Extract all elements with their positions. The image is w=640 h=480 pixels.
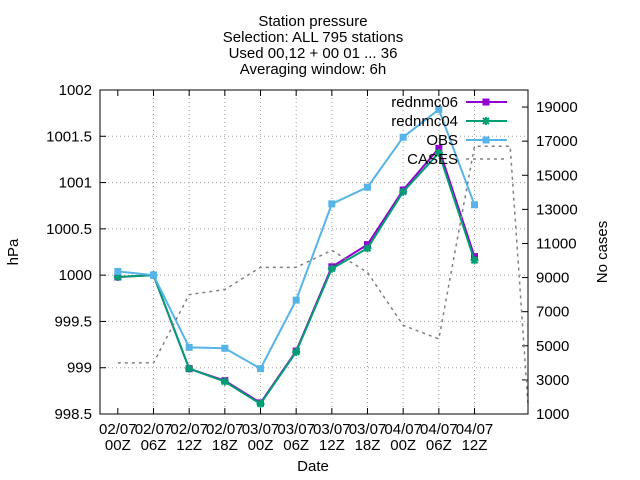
star-stroke	[435, 149, 443, 157]
y-tick-label: 1000.5	[46, 221, 92, 238]
star-stroke	[114, 273, 122, 281]
data-point-rednmc04	[256, 399, 265, 408]
grid	[100, 89, 528, 415]
x-tick-label-hour: 18Z	[355, 437, 381, 454]
series-group	[113, 105, 529, 408]
star-stroke	[256, 400, 265, 408]
y-tick-label: 999	[67, 360, 92, 377]
x-tick-label-date: 03/07	[313, 421, 351, 438]
tick-labels: 998.5 999 999.5 1000 1000.5 1001 1001.5 1002 100…	[46, 82, 578, 454]
y-tick-label: 1002	[59, 82, 92, 99]
y2-tick-label: 15000	[536, 167, 578, 184]
title-line-4: Averaging window: 6h	[240, 61, 386, 78]
legend-marker-rednmc06	[482, 98, 490, 106]
x-tick-label-date: 04/07	[456, 421, 494, 438]
data-point-obs	[364, 183, 371, 191]
y2-tick-label: 9000	[536, 270, 569, 287]
data-point-rednmc04	[185, 364, 194, 373]
star-stroke	[363, 244, 372, 253]
y-tick-label: 1001	[59, 175, 92, 192]
x-tick-label-hour: 06Z	[141, 437, 167, 454]
data-point-obs	[257, 365, 264, 373]
data-point-obs	[221, 344, 229, 352]
data-point-obs	[292, 296, 300, 304]
x-tick-label-hour: 12Z	[319, 437, 345, 454]
series-line-obs	[117, 108, 476, 370]
star-stroke	[482, 117, 490, 125]
data-point-rednmc04	[434, 148, 443, 157]
legend-label-rednmc04: rednmc04	[391, 113, 458, 130]
y2-tick-label: 13000	[536, 201, 578, 218]
data-point-rednmc04	[292, 347, 301, 356]
title-line-3: Used 00,12 + 00 01 ... 36	[229, 45, 398, 62]
y2-tick-label: 11000	[536, 235, 577, 252]
y2-tick-label: 17000	[536, 133, 578, 150]
y-tick-label: 999.5	[54, 313, 92, 330]
star-stroke	[328, 264, 336, 273]
y-axis-label: hPa	[5, 238, 22, 265]
data-point-obs	[114, 267, 122, 275]
x-tick-label-hour: 00Z	[390, 437, 416, 454]
y2-tick-label: 19000	[536, 99, 578, 116]
legend-marker-rednmc04	[482, 117, 490, 125]
series-line-cases	[117, 145, 529, 404]
legend-label-cases: CASES	[407, 151, 458, 168]
data-point-rednmc04	[327, 264, 336, 273]
data-point-rednmc04	[363, 244, 372, 253]
star-stroke	[221, 377, 229, 386]
title-line-1: Station pressure	[258, 13, 367, 30]
data-point-rednmc04	[113, 272, 122, 281]
y2-tick-label: 7000	[536, 304, 569, 321]
legend-label-rednmc06: rednmc06	[391, 94, 458, 111]
x-tick-label-date: 02/07	[206, 421, 244, 438]
data-point-obs	[185, 343, 193, 351]
x-tick-label-date: 03/07	[349, 421, 387, 438]
x-tick-label-date: 04/07	[384, 421, 422, 438]
y2-tick-label: 1000	[536, 406, 569, 423]
star-stroke	[185, 364, 193, 373]
data-point-obs	[328, 200, 336, 208]
x-tick-label-hour: 12Z	[462, 437, 488, 454]
x-axis-label: Date	[297, 458, 329, 475]
data-point-obs	[150, 271, 157, 279]
y-tick-label: 1001.5	[46, 128, 92, 145]
y-tick-label: 1000	[59, 267, 92, 284]
x-tick-label-date: 02/07	[135, 421, 173, 438]
plot-frame	[99, 89, 529, 415]
x-tick-label-hour: 00Z	[105, 437, 131, 454]
x-tick-label-hour: 12Z	[176, 437, 202, 454]
data-point-rednmc04	[220, 377, 229, 386]
y2-axis-label: No cases	[594, 221, 611, 284]
plot-border	[99, 89, 529, 415]
data-point-obs	[435, 105, 443, 113]
y-tick-label: 998.5	[54, 406, 92, 423]
title-line-2: Selection: ALL 795 stations	[223, 29, 403, 46]
data-point-obs	[399, 133, 407, 141]
axis-labels: Date hPa No cases	[5, 221, 611, 475]
legend-marker-obs	[482, 136, 490, 144]
x-tick-label-date: 03/07	[242, 421, 280, 438]
x-tick-label-hour: 06Z	[426, 437, 452, 454]
star-stroke	[399, 188, 407, 196]
legend-label-obs: OBS	[426, 132, 458, 149]
star-stroke	[292, 348, 300, 356]
star-stroke	[470, 256, 479, 265]
x-tick-label-date: 04/07	[420, 421, 458, 438]
x-tick-label-hour: 18Z	[212, 437, 238, 454]
x-tick-label-date: 02/07	[170, 421, 208, 438]
x-tick-label-hour: 06Z	[283, 437, 309, 454]
x-tick-label-hour: 00Z	[248, 437, 274, 454]
data-point-rednmc04	[399, 187, 408, 196]
data-point-rednmc04	[470, 256, 479, 265]
data-point-obs	[471, 201, 478, 209]
x-tick-label-date: 03/07	[277, 421, 315, 438]
y2-tick-label: 5000	[536, 338, 569, 355]
y2-tick-label: 3000	[536, 372, 569, 389]
x-tick-label-date: 02/07	[99, 421, 137, 438]
legend: rednmc06 rednmc04 OBS CASES	[391, 94, 507, 168]
data-point-rednmc06	[435, 144, 443, 152]
